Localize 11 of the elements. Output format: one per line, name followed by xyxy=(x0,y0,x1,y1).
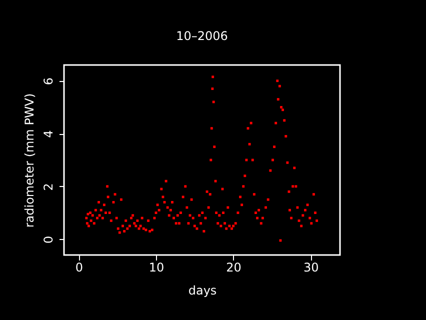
x-tick-label: 0 xyxy=(75,260,84,274)
y-tick-label: 2 xyxy=(42,183,56,191)
y-tick-label: 6 xyxy=(42,78,56,86)
x-tick-label: 20 xyxy=(226,260,242,274)
y-tick-label: 0 xyxy=(42,236,56,244)
y-tick-label: 4 xyxy=(42,130,56,138)
x-tick-label: 10 xyxy=(148,260,164,274)
y-axis-title: radiometer (mm PWV) xyxy=(22,93,36,228)
x-axis-title: days xyxy=(188,284,217,298)
chart-title: 10–2006 xyxy=(176,29,228,43)
x-tick-label: 30 xyxy=(303,260,319,274)
